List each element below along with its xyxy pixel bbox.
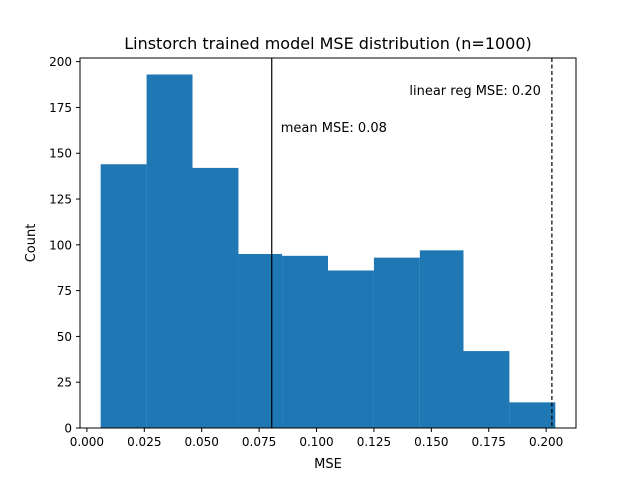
- histogram-bar-3: [192, 167, 239, 428]
- y-tick-label: 100: [49, 238, 72, 252]
- x-tick-label: 0.050: [185, 435, 219, 449]
- y-axis-ticks: 0 25 50 75 100 125 150 175 200: [49, 55, 80, 436]
- x-axis-ticks: 0.000 0.025 0.050 0.075 0.100 0.125 0.150 0.175…: [70, 428, 563, 449]
- x-tick-label: 0.125: [357, 435, 391, 449]
- y-tick-label: 25: [57, 376, 72, 390]
- histogram-bar-10: [509, 402, 556, 428]
- y-tick-label: 150: [49, 147, 72, 161]
- y-tick-label: 0: [64, 422, 72, 436]
- x-tick-label: 0.000: [70, 435, 104, 449]
- x-tick-label: 0.150: [414, 435, 448, 449]
- x-tick-label: 0.025: [127, 435, 161, 449]
- mean-mse-label: mean MSE: 0.08: [281, 121, 387, 136]
- y-tick-label: 175: [49, 101, 72, 115]
- histogram-bar-5: [282, 255, 328, 428]
- histogram-bar-7: [373, 257, 420, 428]
- y-tick-label: 75: [57, 284, 72, 298]
- y-tick-label: 200: [49, 55, 72, 69]
- plot-frame: [79, 57, 577, 429]
- histogram-bar-2: [146, 74, 193, 429]
- x-axis-label: MSE: [314, 457, 342, 472]
- reference-lines-layer: mean MSE: 0.08 linear reg MSE: 0.20: [271, 58, 553, 428]
- histogram-bar-9: [463, 351, 510, 428]
- y-tick-label: 125: [49, 193, 72, 207]
- histogram-bar-6: [328, 270, 374, 428]
- x-tick-label: 0.175: [472, 435, 506, 449]
- x-tick-label: 0.200: [529, 435, 563, 449]
- x-tick-label: 0.075: [242, 435, 276, 449]
- histogram-bar-8: [419, 250, 464, 428]
- linear-reg-mse-label: linear reg MSE: 0.20: [409, 84, 541, 99]
- histogram-bar-1: [100, 164, 147, 429]
- y-axis-label: Count: [24, 224, 39, 263]
- y-tick-label: 50: [57, 330, 72, 344]
- bars-layer: [100, 74, 556, 429]
- x-tick-label: 0.100: [299, 435, 333, 449]
- histogram-bar-4: [238, 253, 283, 428]
- chart-title: Linstorch trained model MSE distribution…: [124, 34, 532, 53]
